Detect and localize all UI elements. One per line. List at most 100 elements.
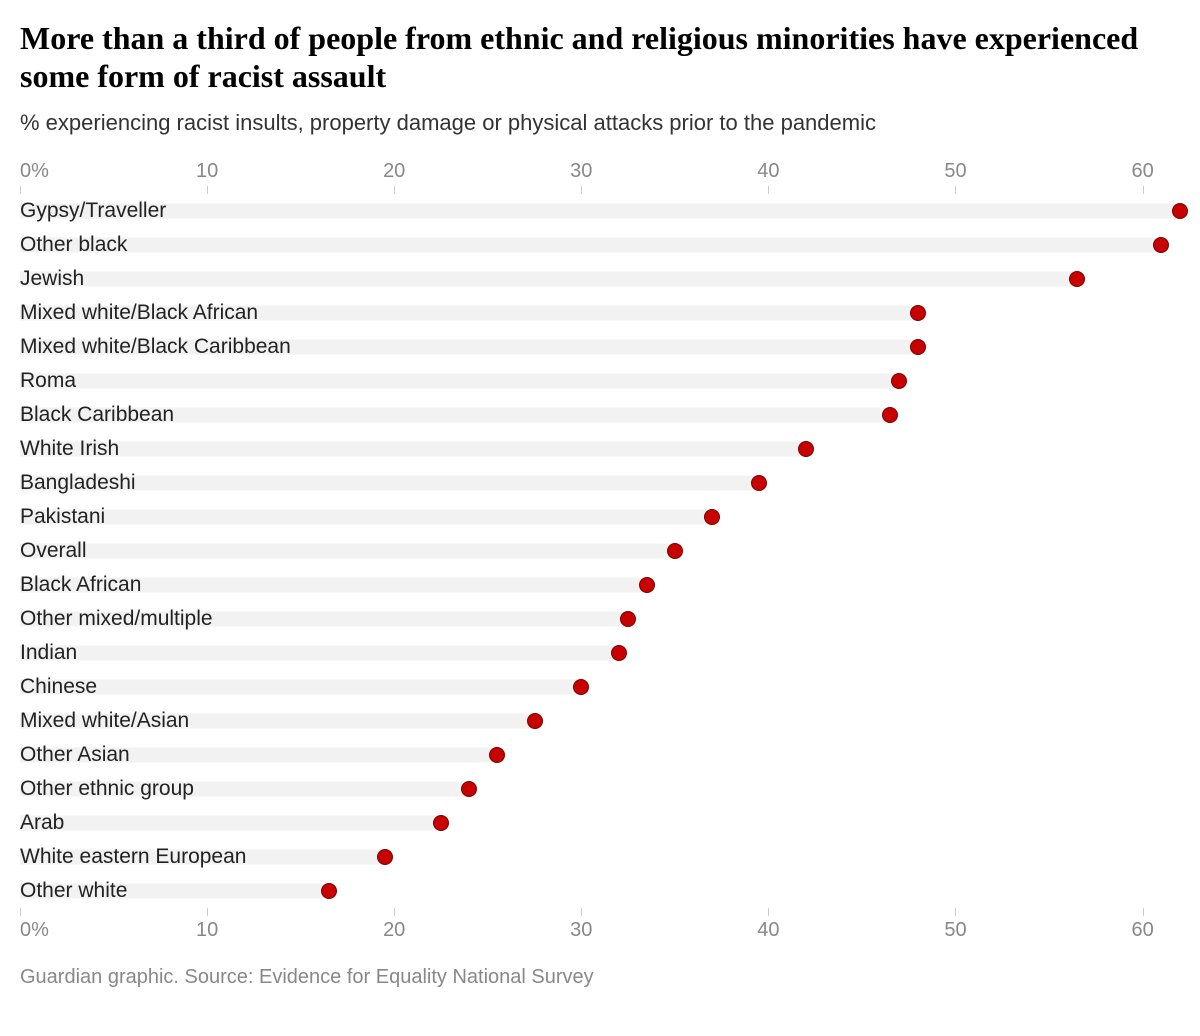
axis-tick-label: 0%	[20, 160, 49, 183]
row-track	[20, 237, 1161, 252]
data-point-dot	[1172, 203, 1188, 219]
axis-tick-label: 20	[383, 160, 405, 183]
axis-tick-mark	[207, 908, 208, 916]
row-track	[20, 679, 581, 694]
data-point-dot	[377, 849, 393, 865]
row-track	[20, 373, 899, 388]
axis-tick-mark	[1143, 186, 1144, 194]
chart-row: Mixed white/Black African	[20, 296, 1180, 330]
chart-title: More than a third of people from ethnic …	[20, 20, 1180, 96]
row-track	[20, 509, 712, 524]
x-axis-top: 0% 10 20 30 40 50 60	[20, 160, 1180, 194]
axis-tick-mark	[955, 186, 956, 194]
row-track	[20, 271, 1077, 286]
axis-tick-mark	[581, 186, 582, 194]
axis-tick-mark	[20, 186, 21, 194]
row-label: Black Caribbean	[20, 403, 174, 427]
chart-row: Jewish	[20, 262, 1180, 296]
chart-row: Black Caribbean	[20, 398, 1180, 432]
data-point-dot	[620, 611, 636, 627]
row-label: Other Asian	[20, 743, 130, 767]
data-point-dot	[1153, 237, 1169, 253]
row-label: Gypsy/Traveller	[20, 199, 166, 223]
data-point-dot	[489, 747, 505, 763]
data-point-dot	[667, 543, 683, 559]
chart-source: Guardian graphic. Source: Evidence for E…	[20, 966, 1180, 989]
axis-tick-label: 50	[944, 160, 966, 183]
plot-area: 0% 10 20 30 40 50 60 Gypsy/TravellerOther blac…	[20, 160, 1180, 942]
axis-tick-label: 30	[570, 919, 592, 942]
data-point-dot	[704, 509, 720, 525]
chart-row: Other mixed/multiple	[20, 602, 1180, 636]
axis-tick-label: 40	[757, 160, 779, 183]
chart-row: Black African	[20, 568, 1180, 602]
chart-row: Arab	[20, 806, 1180, 840]
data-point-dot	[573, 679, 589, 695]
axis-tick-mark	[1143, 908, 1144, 916]
x-axis-bottom: 0% 10 20 30 40 50 60	[20, 908, 1180, 942]
row-label: Other white	[20, 879, 127, 903]
axis-tick-label: 10	[196, 919, 218, 942]
data-point-dot	[891, 373, 907, 389]
row-label: Mixed white/Black Caribbean	[20, 335, 291, 359]
row-label: Chinese	[20, 675, 97, 699]
data-point-dot	[751, 475, 767, 491]
row-label: Indian	[20, 641, 77, 665]
data-point-dot	[798, 441, 814, 457]
data-point-dot	[611, 645, 627, 661]
chart-row: Pakistani	[20, 500, 1180, 534]
axis-tick-mark	[768, 908, 769, 916]
row-track	[20, 815, 441, 830]
axis-tick-mark	[394, 908, 395, 916]
row-track	[20, 645, 619, 660]
row-label: Bangladeshi	[20, 471, 136, 495]
axis-tick-mark	[768, 186, 769, 194]
axis-tick-label: 20	[383, 919, 405, 942]
row-label: Arab	[20, 811, 64, 835]
data-point-dot	[461, 781, 477, 797]
row-label: Mixed white/Black African	[20, 301, 258, 325]
axis-tick-label: 10	[196, 160, 218, 183]
chart-rows: Gypsy/TravellerOther blackJewishMixed wh…	[20, 194, 1180, 908]
chart-row: Chinese	[20, 670, 1180, 704]
chart-row: Gypsy/Traveller	[20, 194, 1180, 228]
row-label: Mixed white/Asian	[20, 709, 189, 733]
axis-tick-label: 50	[944, 919, 966, 942]
chart-container: More than a third of people from ethnic …	[20, 20, 1180, 989]
row-label: Overall	[20, 539, 87, 563]
data-point-dot	[1069, 271, 1085, 287]
chart-row: Bangladeshi	[20, 466, 1180, 500]
data-point-dot	[321, 883, 337, 899]
chart-subtitle: % experiencing racist insults, property …	[20, 110, 1180, 136]
chart-row: Indian	[20, 636, 1180, 670]
axis-tick-label: 0%	[20, 919, 49, 942]
row-track	[20, 203, 1180, 218]
axis-tick-label: 60	[1131, 160, 1153, 183]
row-label: Pakistani	[20, 505, 105, 529]
axis-tick-mark	[581, 908, 582, 916]
data-point-dot	[433, 815, 449, 831]
axis-tick-mark	[207, 186, 208, 194]
chart-row: Overall	[20, 534, 1180, 568]
data-point-dot	[910, 339, 926, 355]
row-label: Roma	[20, 369, 76, 393]
row-track	[20, 441, 806, 456]
row-label: Jewish	[20, 267, 84, 291]
chart-row: Mixed white/Asian	[20, 704, 1180, 738]
axis-tick-label: 30	[570, 160, 592, 183]
chart-row: Other white	[20, 874, 1180, 908]
chart-row: Other ethnic group	[20, 772, 1180, 806]
axis-tick-mark	[955, 908, 956, 916]
axis-tick-mark	[20, 908, 21, 916]
axis-tick-label: 60	[1131, 919, 1153, 942]
row-label: Other ethnic group	[20, 777, 194, 801]
axis-tick-mark	[394, 186, 395, 194]
chart-row: Other Asian	[20, 738, 1180, 772]
row-track	[20, 543, 675, 558]
chart-row: Mixed white/Black Caribbean	[20, 330, 1180, 364]
row-label: White eastern European	[20, 845, 246, 869]
data-point-dot	[639, 577, 655, 593]
chart-row: Roma	[20, 364, 1180, 398]
row-label: Other mixed/multiple	[20, 607, 213, 631]
axis-tick-label: 40	[757, 919, 779, 942]
